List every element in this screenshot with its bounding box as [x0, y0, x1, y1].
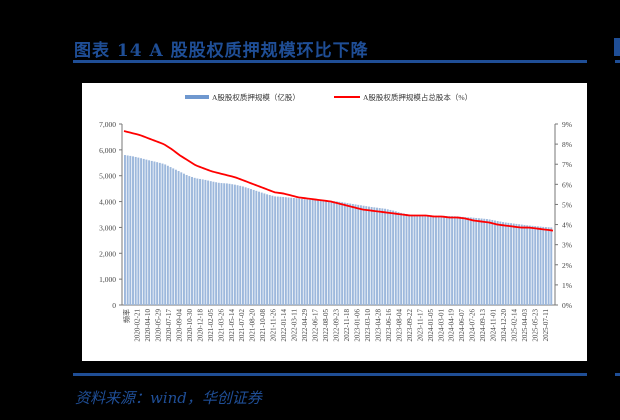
x-tick-label: 2023-09-22 — [406, 309, 414, 342]
x-tick-label: 2020-12-18 — [196, 309, 204, 342]
x-tick-label: 2020-02-21 — [134, 309, 142, 342]
x-tick-label: 2025-05-23 — [532, 309, 540, 342]
y-right-tick: 8% — [562, 140, 572, 149]
x-tick-label: 2022-06-17 — [312, 309, 320, 342]
y-left-tick: 3,000 — [99, 223, 116, 232]
y-right-tick: 2% — [562, 261, 572, 270]
line-series — [123, 130, 554, 232]
y-right-tick: 6% — [562, 180, 572, 189]
x-tick-label: 2023-06-16 — [385, 309, 393, 342]
y-left-tick: 7,000 — [99, 120, 116, 129]
x-tick-label: 2024-01-05 — [427, 309, 435, 342]
x-tick-label: 2020-09-04 — [175, 309, 183, 342]
x-tick-label: 2023-03-10 — [364, 309, 372, 342]
x-tick-label: 2021-10-08 — [259, 309, 267, 342]
x-tick-label: 2020-07-17 — [165, 309, 173, 342]
x-axis-labels: 频率 2020-02-21 2020-04-10 2020-05-29 2020-07-… — [122, 309, 550, 342]
figure-title: 图表 14 A 股股权质押规模环比下降 — [74, 41, 369, 61]
x-tick-label: 2024-09-13 — [479, 309, 487, 342]
x-tick-label: 2025-07-11 — [542, 309, 550, 342]
ratio-line — [123, 130, 554, 232]
x-tick-label: 2024-07-26 — [469, 309, 477, 342]
x-tick-label: 2022-04-29 — [301, 309, 309, 342]
next-figure-rule — [615, 60, 620, 63]
chart-legend: A股股权质押规模（亿股） A股股权质押规模占总股本（%） — [185, 92, 472, 102]
y-left-tick: 0 — [112, 301, 116, 310]
x-tick-label: 2021-11-26 — [270, 309, 278, 342]
footer-rule — [73, 373, 587, 376]
x-tick-label: 2021-05-14 — [228, 309, 236, 342]
y-right-tick: 1% — [562, 281, 572, 290]
title-rule — [73, 60, 587, 63]
y-right-tick: 0% — [562, 301, 572, 310]
y-left-tick: 6,000 — [99, 146, 116, 155]
y-right-tick: 9% — [562, 120, 572, 129]
x-tick-label: 2020-05-29 — [154, 309, 162, 342]
y-right-tick: 3% — [562, 241, 572, 250]
x-tick-label: 2024-12-20 — [500, 309, 508, 342]
x-tick-label: 2022-11-18 — [343, 309, 351, 342]
source-note: 资料来源：wind，华创证券 — [75, 389, 262, 407]
x-tick-label: 2021-07-02 — [238, 309, 246, 342]
x-tick-label: 2024-06-07 — [458, 309, 466, 342]
x-tick-label: 2022-03-11 — [291, 309, 299, 342]
x-tick-label: 2021-03-26 — [217, 309, 225, 342]
x-tick-label: 2020-04-10 — [144, 309, 152, 342]
x-tick-label: 2020-10-30 — [186, 309, 194, 342]
x-tick-label: 2023-04-28 — [374, 309, 382, 342]
combo-chart: A股股权质押规模（亿股） A股股权质押规模占总股本（%） 0 1,000 2,000… — [99, 92, 572, 342]
legend-line-swatch — [334, 96, 360, 98]
bar-series — [124, 155, 553, 305]
x-tick-label: 2022-01-14 — [280, 309, 288, 342]
x-tick-label: 2024-03-01 — [437, 309, 445, 342]
legend-bar-swatch — [185, 95, 209, 99]
y-left-tick: 4,000 — [99, 198, 116, 207]
x-tick-label: 2023-08-04 — [395, 309, 403, 342]
x-tick-label: 2022-08-05 — [322, 309, 330, 342]
y-right-tick: 4% — [562, 221, 572, 230]
y-left-tick: 5,000 — [99, 172, 116, 181]
x-tick-label: 2025-02-14 — [511, 309, 519, 342]
next-footer-rule — [615, 373, 620, 376]
legend-bar-label: A股股权质押规模（亿股） — [212, 92, 300, 102]
y-left-tick: 2,000 — [99, 249, 116, 258]
y-left-tick: 1,000 — [99, 275, 116, 284]
y-right-tick: 5% — [562, 200, 572, 209]
x-tick-label: 2022-09-23 — [333, 309, 341, 342]
x-tick-label: 频率 — [122, 309, 131, 323]
x-tick-label: 2023-01-06 — [354, 309, 362, 342]
chart-panel: A股股权质押规模（亿股） A股股权质押规模占总股本（%） 0 1,000 2,000… — [82, 83, 587, 361]
x-tick-label: 2021-08-20 — [249, 309, 257, 342]
y-right-tick: 7% — [562, 160, 572, 169]
legend-line-label: A股股权质押规模占总股本（%） — [363, 92, 472, 102]
x-tick-label: 2021-02-05 — [207, 309, 215, 342]
x-tick-label: 2024-04-19 — [448, 309, 456, 342]
next-figure-stub — [614, 38, 620, 56]
x-tick-label: 2025-04-03 — [521, 309, 529, 342]
y-axis-right: 0% 1% 2% 3% 4% 5% 6% 7% 8% 9% — [554, 120, 572, 310]
x-tick-label: 2023-11-17 — [416, 309, 424, 342]
x-tick-label: 2024-11-01 — [490, 309, 498, 342]
